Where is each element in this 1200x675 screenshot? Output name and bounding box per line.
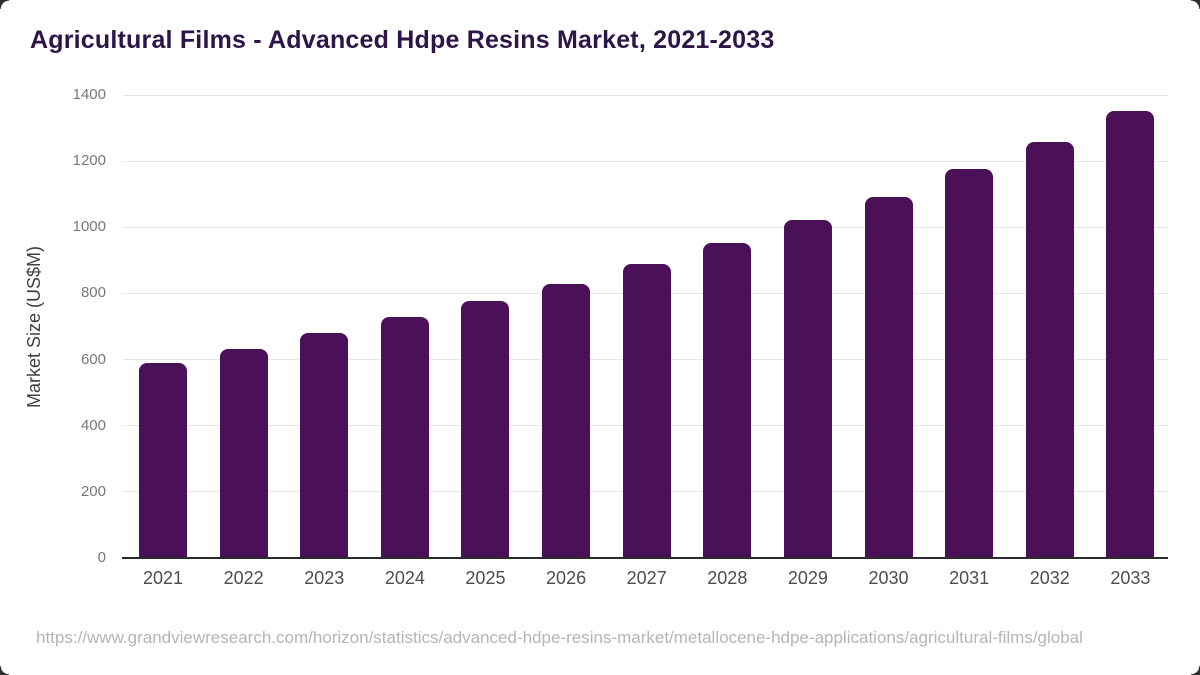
bar-2030: [864, 196, 913, 558]
x-tick-label-2022: 2022: [223, 568, 264, 588]
gridline-1000: [122, 226, 1168, 228]
source-url: https://www.grandviewresearch.com/horizo…: [36, 628, 1083, 647]
x-tick-label-2033: 2033: [1110, 568, 1151, 588]
bar-2026: [542, 283, 591, 558]
y-tick-label-400: 400: [80, 416, 106, 434]
bar-2025: [461, 301, 510, 558]
corner-artifact-top-left: [0, 0, 9, 9]
bar-2021: [139, 362, 187, 558]
x-tick-label-2028: 2028: [707, 568, 748, 588]
corner-artifact-top-right: [1191, 0, 1200, 9]
y-tick-label-200: 200: [80, 482, 106, 500]
x-tick-label-2030: 2030: [868, 568, 909, 588]
corner-artifact-bottom-right: [1191, 666, 1200, 675]
bar-2024: [380, 317, 429, 558]
bar-2029: [783, 220, 832, 558]
y-tick-label-1200: 1200: [72, 152, 106, 170]
chart-title: Agricultural Films - Advanced Hdpe Resin…: [30, 26, 775, 54]
gridline-1400: [122, 94, 1168, 96]
bar-2032: [1025, 141, 1074, 558]
y-tick-label-0: 0: [97, 549, 106, 566]
bar-2022: [219, 348, 268, 558]
bar-2028: [703, 243, 752, 558]
bar-2031: [945, 169, 994, 558]
bar-2033: [1106, 110, 1155, 558]
x-tick-label-2025: 2025: [465, 568, 506, 588]
x-tick-label-2031: 2031: [949, 568, 990, 588]
x-tick-label-2024: 2024: [384, 568, 425, 588]
gridline-1200: [122, 160, 1168, 162]
y-tick-label-1400: 1400: [72, 86, 106, 103]
x-axis-line: [122, 557, 1168, 559]
x-tick-label-2032: 2032: [1029, 568, 1070, 588]
y-tick-label-600: 600: [80, 350, 106, 368]
x-tick-label-2026: 2026: [546, 568, 587, 588]
corner-artifact-bottom-left: [0, 666, 9, 675]
bar-2023: [300, 333, 349, 558]
x-tick-label-2029: 2029: [787, 568, 828, 588]
y-tick-label-1000: 1000: [72, 218, 106, 236]
y-tick-label-800: 800: [80, 284, 106, 302]
x-tick-label-2027: 2027: [626, 568, 667, 588]
x-tick-label-2021: 2021: [142, 568, 184, 588]
x-tick-label-2023: 2023: [304, 568, 345, 588]
bar-2027: [622, 263, 671, 558]
